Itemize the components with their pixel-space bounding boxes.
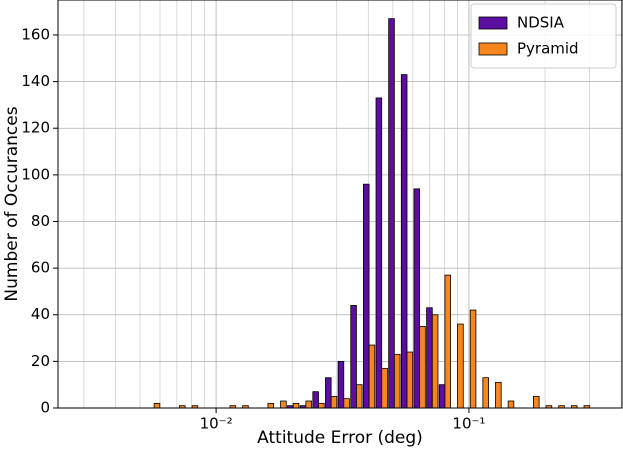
legend: NDSIA Pyramid bbox=[470, 3, 617, 69]
y-tick-label: 60 bbox=[31, 259, 50, 277]
y-tick-label: 20 bbox=[31, 352, 50, 370]
bar bbox=[153, 402, 161, 409]
x-tick-label: 10⁻¹ bbox=[452, 415, 485, 433]
y-tick-label: 80 bbox=[31, 212, 50, 230]
bar bbox=[388, 18, 395, 409]
bar bbox=[495, 381, 502, 409]
bar bbox=[330, 395, 338, 409]
legend-swatch bbox=[478, 16, 508, 30]
bar bbox=[438, 384, 446, 409]
legend-swatch bbox=[478, 42, 508, 56]
bar bbox=[312, 391, 319, 409]
bar bbox=[431, 314, 439, 409]
bar bbox=[280, 400, 287, 409]
x-tick-label: 10⁻² bbox=[200, 415, 233, 433]
plot-frame bbox=[57, 0, 623, 409]
bar bbox=[444, 274, 452, 409]
bar bbox=[381, 367, 388, 409]
bar bbox=[393, 353, 401, 409]
bar bbox=[533, 395, 540, 409]
y-tick-label: 0 bbox=[40, 399, 50, 417]
bar bbox=[426, 307, 433, 409]
legend-label: Pyramid bbox=[517, 40, 579, 58]
bar bbox=[482, 377, 489, 409]
bar bbox=[305, 400, 312, 409]
y-tick-label: 140 bbox=[21, 72, 50, 90]
bar bbox=[350, 305, 357, 409]
bar bbox=[337, 360, 345, 409]
bar bbox=[419, 325, 426, 409]
bar bbox=[356, 384, 363, 409]
y-tick-label: 120 bbox=[21, 119, 50, 137]
y-axis-label: Number of Occurances bbox=[2, 106, 22, 301]
bar bbox=[400, 74, 408, 409]
y-tick-label: 160 bbox=[21, 25, 50, 43]
bar bbox=[368, 344, 376, 409]
bar bbox=[375, 97, 383, 409]
x-axis-label: Attitude Error (deg) bbox=[257, 428, 423, 448]
bar bbox=[469, 309, 477, 409]
bar bbox=[292, 402, 300, 409]
legend-label: NDSIA bbox=[517, 14, 565, 32]
y-tick-label: 100 bbox=[21, 165, 50, 183]
bar bbox=[325, 377, 332, 409]
bar bbox=[406, 351, 414, 409]
bar bbox=[362, 183, 370, 409]
bar bbox=[457, 323, 464, 409]
bar bbox=[267, 402, 275, 409]
bar bbox=[318, 402, 325, 409]
bar bbox=[507, 400, 515, 409]
y-tick-label: 40 bbox=[31, 305, 50, 323]
bar bbox=[413, 188, 421, 409]
bar bbox=[343, 398, 350, 409]
